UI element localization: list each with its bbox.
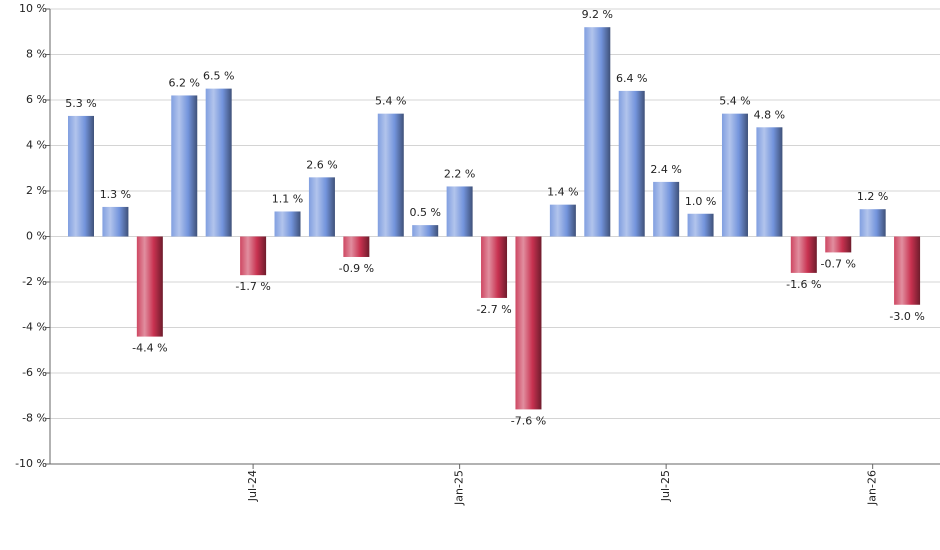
value-label: -7.6 % <box>511 414 546 427</box>
x-tick-label: Jul-25 <box>659 470 672 502</box>
bar <box>618 90 645 237</box>
value-label: 9.2 % <box>582 8 613 21</box>
value-label: 6.5 % <box>203 70 234 83</box>
y-tick-label: -8 % <box>22 412 47 425</box>
bar <box>343 236 370 257</box>
y-tick-label: 0 % <box>26 230 47 243</box>
bar <box>549 204 576 237</box>
bar <box>205 88 232 237</box>
value-label: -1.7 % <box>235 280 270 293</box>
value-label: -3.0 % <box>889 310 924 323</box>
bar <box>721 113 748 237</box>
bar <box>102 206 129 237</box>
bar <box>687 213 714 237</box>
value-label: -4.4 % <box>132 342 167 355</box>
value-label: 2.2 % <box>444 167 475 180</box>
value-label: 1.1 % <box>272 192 303 205</box>
value-label: 1.3 % <box>100 188 131 201</box>
bar <box>756 127 783 237</box>
x-tick-label: Jan-26 <box>866 470 879 506</box>
y-tick-label: -2 % <box>22 275 47 288</box>
value-label: -1.6 % <box>786 278 821 291</box>
y-tick-label: 8 % <box>26 48 47 61</box>
bar <box>240 236 267 276</box>
y-tick-label: -10 % <box>15 457 47 470</box>
x-tick-label: Jan-25 <box>453 470 466 506</box>
bar <box>446 186 473 237</box>
value-label: -0.7 % <box>821 257 856 270</box>
bar <box>308 177 335 237</box>
bar <box>825 236 852 253</box>
bar <box>412 225 439 237</box>
bar <box>171 95 198 237</box>
bar <box>790 236 817 273</box>
bar <box>515 236 542 410</box>
value-label: -0.9 % <box>339 262 374 275</box>
bar <box>859 209 886 237</box>
bar <box>136 236 163 337</box>
y-tick-label: 6 % <box>26 93 47 106</box>
value-label: 2.4 % <box>650 163 681 176</box>
value-label: 5.3 % <box>65 97 96 110</box>
value-label: 6.2 % <box>169 76 200 89</box>
value-label: 4.8 % <box>754 108 785 121</box>
y-tick-label: 2 % <box>26 184 47 197</box>
value-label: 1.2 % <box>857 190 888 203</box>
bar <box>894 236 921 305</box>
bar <box>68 115 94 237</box>
value-label: 0.5 % <box>409 206 440 219</box>
bar <box>481 236 508 298</box>
y-tick-label: -4 % <box>22 321 47 334</box>
bar <box>377 113 404 237</box>
bar <box>274 211 301 237</box>
value-label: 6.4 % <box>616 72 647 85</box>
x-tick-label: Jul-24 <box>246 470 259 502</box>
bar <box>584 27 611 237</box>
y-tick-label: 4 % <box>26 139 47 152</box>
value-label: 5.4 % <box>375 95 406 108</box>
y-tick-label: -6 % <box>22 366 47 379</box>
value-label: 2.6 % <box>306 158 337 171</box>
value-label: 1.0 % <box>685 195 716 208</box>
bar <box>653 181 680 237</box>
value-label: 5.4 % <box>719 95 750 108</box>
y-tick-label: 10 % <box>19 2 47 15</box>
value-label: -2.7 % <box>476 303 511 316</box>
value-label: 1.4 % <box>547 186 578 199</box>
